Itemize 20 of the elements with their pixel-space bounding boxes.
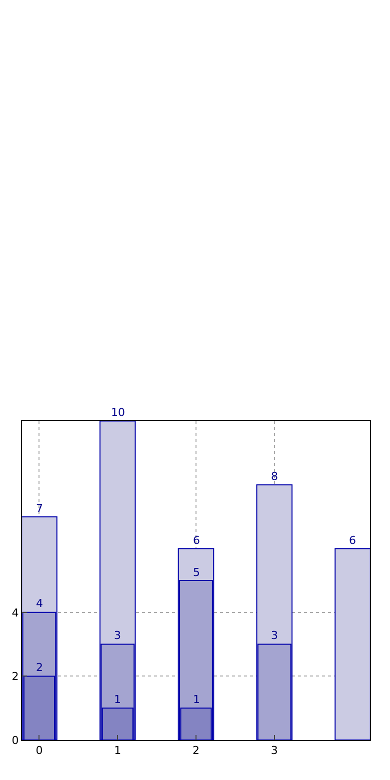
bar (334, 548, 370, 740)
data-label: 4 (36, 597, 43, 610)
data-label: 10 (111, 406, 125, 419)
x-tick-label: 3 (270, 744, 278, 758)
y-tick-label: 0 (12, 734, 19, 747)
data-label: 2 (36, 661, 43, 674)
data-label: 1 (114, 693, 121, 706)
x-tick-label: 2 (192, 744, 200, 758)
data-label: 5 (193, 566, 200, 579)
data-label: 8 (271, 470, 278, 483)
data-label: 6 (349, 534, 356, 547)
y-tick-label: 2 (12, 670, 19, 684)
data-label: 3 (114, 629, 121, 642)
data-label: 6 (193, 534, 200, 547)
data-label: 1 (193, 693, 200, 706)
x-tick-label: 1 (114, 744, 122, 758)
data-label: 3 (271, 629, 278, 642)
x-tick-label: 0 (36, 744, 43, 758)
data-label: 7 (36, 502, 43, 515)
y-tick-label: 4 (12, 606, 19, 620)
